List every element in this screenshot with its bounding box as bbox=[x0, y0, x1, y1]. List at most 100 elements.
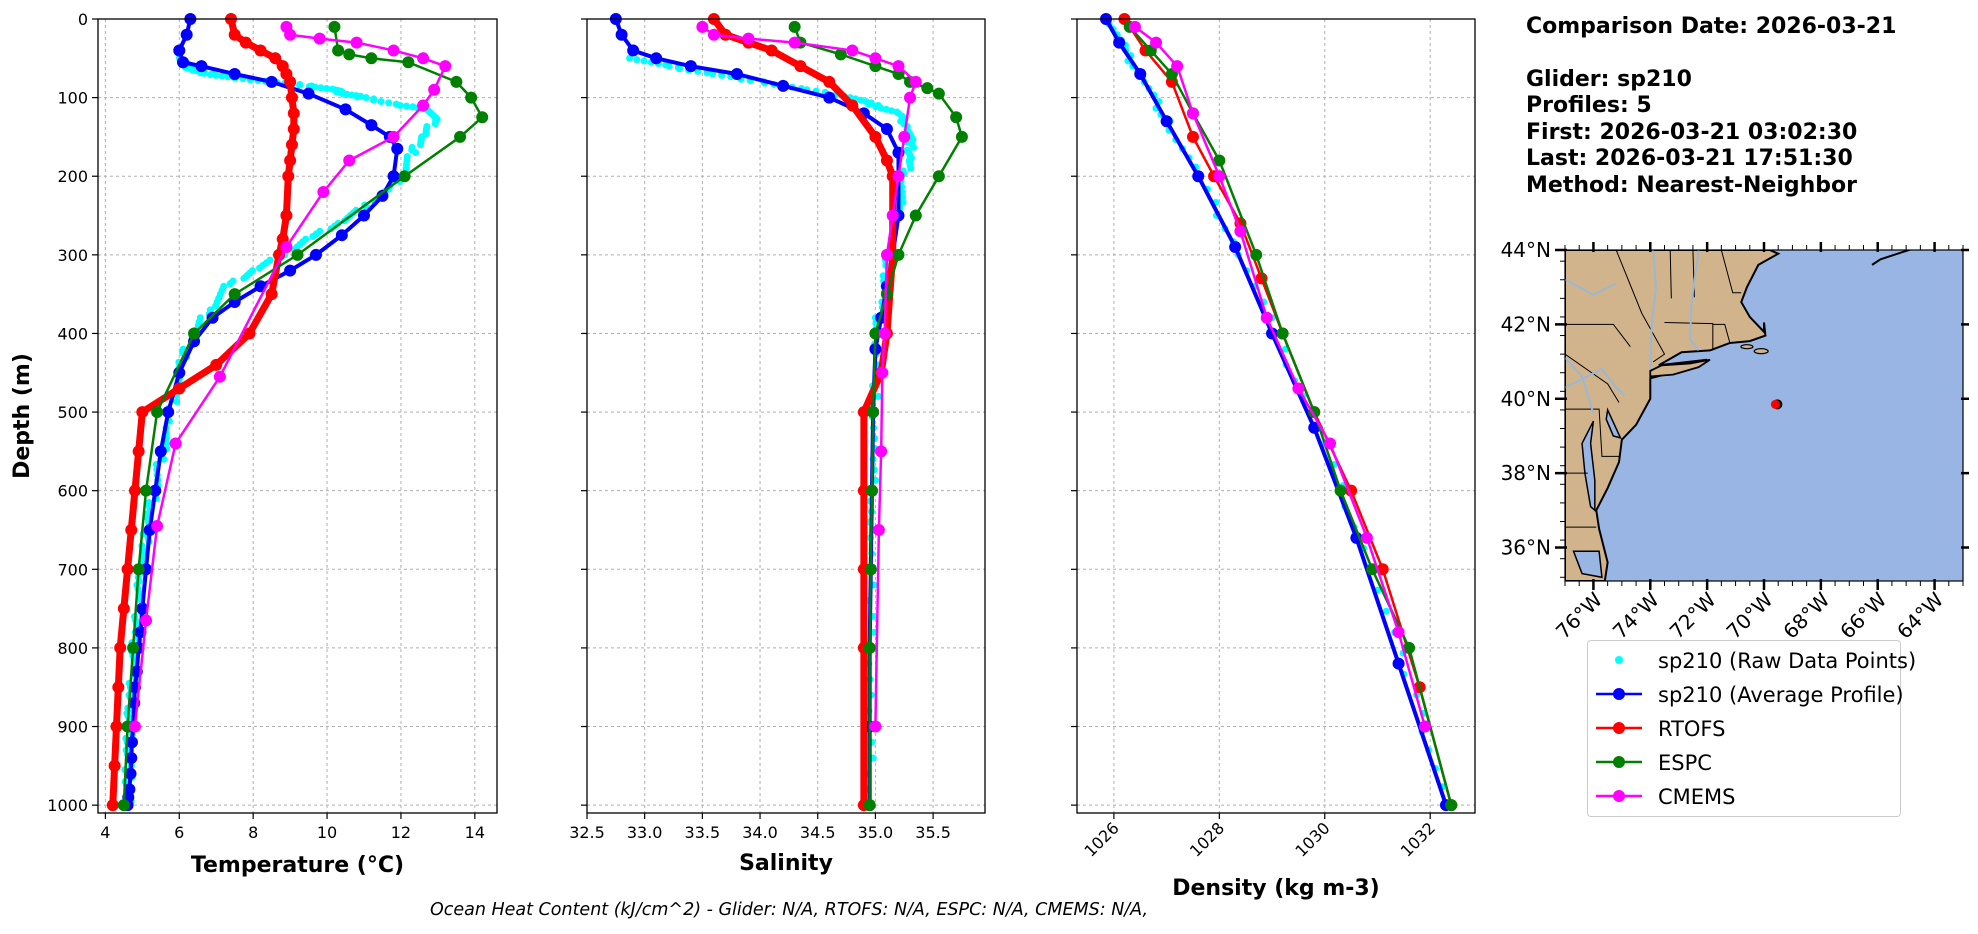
dens-series-avg-marker bbox=[1192, 170, 1205, 183]
dens-series-raw-point bbox=[1382, 607, 1390, 615]
temp-series-avg-marker bbox=[149, 484, 162, 497]
temp-ytick-label: 700 bbox=[57, 560, 88, 579]
sal-series-rtofs-marker bbox=[823, 75, 836, 88]
temp-series-avg-marker bbox=[376, 189, 389, 202]
temp-series-raw-point bbox=[163, 440, 171, 448]
temp-series-espc-marker bbox=[402, 56, 415, 69]
temp-xtick-label: 12 bbox=[391, 823, 411, 842]
sal-series-espc-marker bbox=[867, 406, 880, 419]
map-lat-label: 36°N bbox=[1501, 536, 1551, 560]
sal-series-rtofs-marker bbox=[794, 60, 807, 73]
dens-axes-frame bbox=[1076, 18, 1476, 814]
map-state-border bbox=[1664, 322, 1714, 351]
temp-series-cmems-marker bbox=[280, 240, 293, 253]
map-state-border bbox=[1565, 323, 1631, 348]
sal-series-cmems-marker bbox=[696, 20, 709, 33]
dens-series-group bbox=[1099, 13, 1458, 812]
sal-series-raw-point bbox=[857, 96, 865, 104]
temp-series-espc-marker bbox=[151, 406, 164, 419]
legend-marker-avg bbox=[1596, 688, 1642, 700]
temp-series-rtofs-marker bbox=[287, 107, 300, 120]
temp-series-espc-marker bbox=[365, 52, 378, 65]
map-state-border bbox=[1712, 323, 1731, 344]
temp-series-cmems-marker bbox=[417, 99, 430, 112]
dens-panel: 1026 1028 1030 1032 Density (kg m-3) bbox=[1071, 13, 1476, 901]
temp-series-raw-point bbox=[311, 83, 319, 91]
sal-series-avg-marker bbox=[627, 44, 640, 57]
temp-series-espc-marker bbox=[188, 327, 201, 340]
map-pamlico-sound bbox=[1572, 550, 1603, 579]
temp-series-rtofs-marker bbox=[282, 170, 295, 183]
sal-series-avg-marker bbox=[823, 91, 836, 104]
sal-series-espc-marker bbox=[863, 641, 876, 654]
temp-series-cmems-marker bbox=[387, 44, 400, 57]
sal-xlabel: Salinity bbox=[739, 851, 833, 876]
temp-series-cmems-marker bbox=[350, 36, 363, 49]
temp-xtick-label: 10 bbox=[317, 823, 337, 842]
sal-series-rtofs-marker bbox=[719, 28, 732, 41]
temp-series-raw-point bbox=[412, 149, 420, 157]
temp-series-avg-marker bbox=[358, 209, 370, 222]
temp-series-raw-point bbox=[353, 93, 361, 101]
interpolation-method: Method: Nearest-Neighbor bbox=[1526, 172, 1857, 198]
sal-series-espc-marker bbox=[863, 799, 876, 812]
sal-panel: 32.5 33.0 33.5 34.0 34.5 35.0 35.5 Salinity bbox=[569, 13, 986, 876]
sal-series-avg-marker bbox=[615, 28, 628, 41]
temp-series-rtofs-marker bbox=[243, 327, 256, 340]
temp-series-avg-marker bbox=[387, 170, 400, 183]
temp-series-avg-marker bbox=[124, 767, 137, 780]
sal-series-cmems-marker bbox=[788, 36, 801, 49]
sal-series-cmems-marker bbox=[869, 52, 882, 65]
map-lat-label: 44°N bbox=[1501, 238, 1551, 262]
sal-series-cmems-marker bbox=[869, 720, 882, 733]
temp-xtick-label: 8 bbox=[248, 823, 258, 842]
sal-series-avg-marker bbox=[777, 79, 790, 92]
temp-series-avg-marker bbox=[173, 44, 186, 57]
temp-series-rtofs-marker bbox=[106, 799, 119, 812]
sal-series-raw-point bbox=[907, 164, 915, 172]
temp-series-rtofs-marker bbox=[284, 75, 297, 88]
map-island bbox=[1753, 348, 1769, 355]
dens-xtick-label: 1026 bbox=[1081, 818, 1123, 860]
map-river bbox=[1689, 250, 1700, 352]
ocean-heat-content-caption: Ocean Heat Content (kJ/cm^2) - Glider: N… bbox=[429, 900, 1149, 920]
temp-series-avg-marker bbox=[302, 87, 315, 100]
sal-series-raw-point bbox=[882, 105, 890, 113]
sal-series-raw-point bbox=[708, 70, 716, 78]
sal-series-raw-point bbox=[640, 57, 648, 65]
temp-series-raw-point bbox=[385, 99, 393, 107]
dens-series-avg-marker bbox=[1134, 68, 1147, 81]
dens-series-cmems-marker bbox=[1128, 20, 1141, 33]
temp-series-espc-marker bbox=[465, 91, 478, 104]
last-profile-time: Last: 2026-03-21 17:51:30 bbox=[1526, 146, 1853, 171]
temp-series-avg-marker bbox=[176, 56, 189, 69]
temp-series-cmems-marker bbox=[343, 154, 356, 167]
temp-series-rtofs-marker bbox=[228, 28, 241, 41]
sal-series-raw-point bbox=[676, 65, 684, 73]
temp-series-rtofs-marker bbox=[210, 358, 223, 371]
dens-series-cmems-marker bbox=[1324, 437, 1337, 450]
sal-series-avg-marker bbox=[650, 52, 663, 65]
map-state-border bbox=[1615, 250, 1666, 363]
temp-series-raw-point bbox=[323, 84, 331, 92]
dens-series-cmems-marker bbox=[1186, 107, 1199, 120]
temp-series-cmems-marker bbox=[151, 520, 164, 533]
temp-series-raw-point bbox=[206, 71, 214, 79]
temp-series-espc-marker bbox=[132, 563, 145, 576]
temp-series-avg-marker bbox=[206, 311, 219, 324]
map-lat-label: 40°N bbox=[1501, 387, 1551, 411]
map-land bbox=[1565, 250, 1781, 581]
sal-series-espc-marker bbox=[869, 327, 882, 340]
temp-series-cmems-marker bbox=[317, 185, 330, 198]
temp-series-group bbox=[106, 13, 489, 812]
temp-series-raw-point bbox=[218, 72, 226, 80]
temp-series-avg-marker bbox=[265, 75, 278, 88]
legend-label-avg: sp210 (Average Profile) bbox=[1658, 683, 1904, 707]
sal-series-rtofs-marker bbox=[857, 406, 870, 419]
dens-xlabel: Density (kg m-3) bbox=[1172, 876, 1380, 901]
dens-series-avg-marker bbox=[1229, 240, 1242, 253]
map-state-border bbox=[1565, 408, 1621, 457]
temp-series-raw-point bbox=[403, 102, 411, 110]
dens-xtick-label: 1032 bbox=[1397, 818, 1439, 860]
temp-series-raw-point bbox=[396, 101, 404, 109]
